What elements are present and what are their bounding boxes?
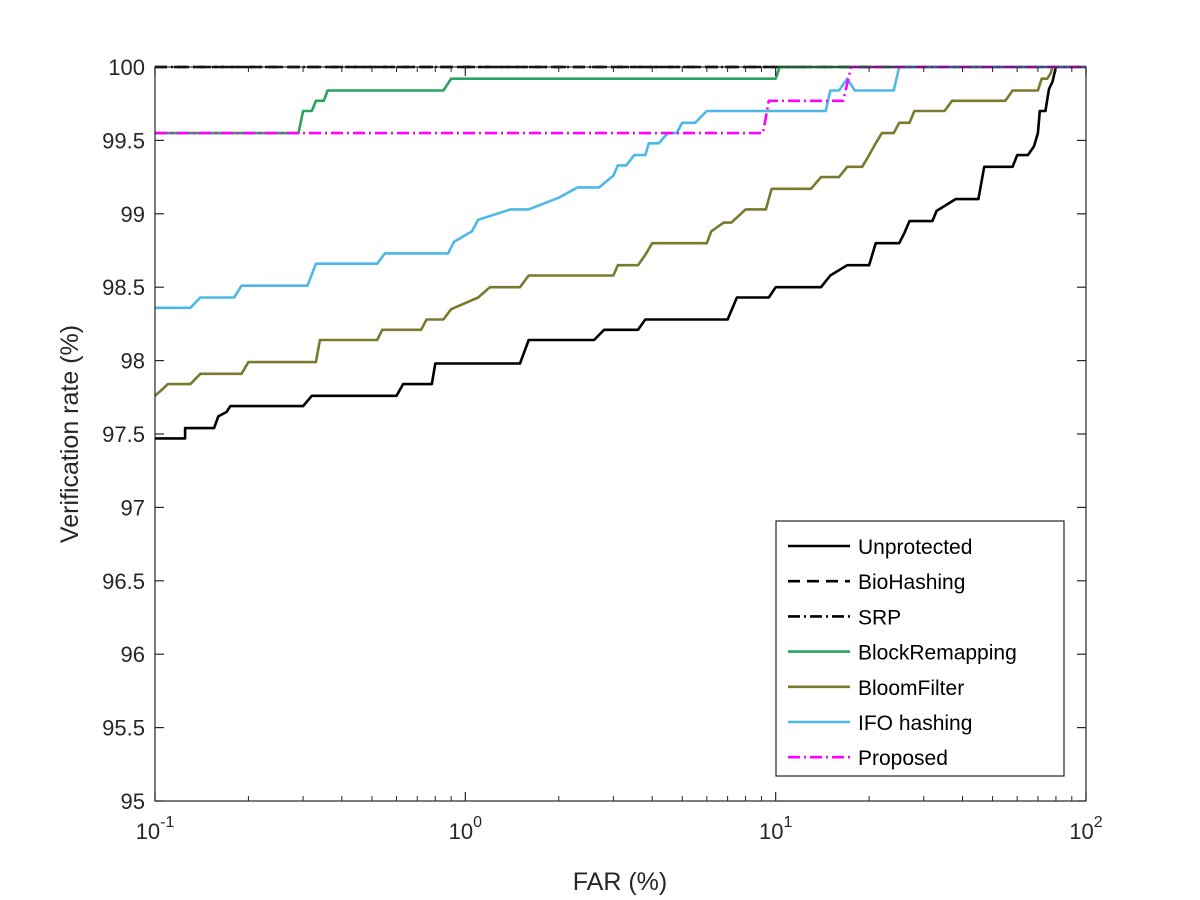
x-tick-label: 10-1: [136, 814, 175, 844]
legend: Unprotected BioHashing SRP BlockRemapping Bl…: [775, 520, 1065, 777]
y-tick-label: 99.5: [102, 128, 145, 153]
y-tick-label: 100: [108, 55, 145, 80]
y-tick-label: 95: [121, 789, 145, 814]
legend-label: BioHashing: [858, 571, 965, 594]
x-tick-label: 100: [449, 814, 482, 844]
series-line-ifo-hashing: [155, 65, 1086, 310]
series-line-proposed: [155, 65, 1086, 135]
y-tick-label: 98: [121, 349, 145, 374]
y-tick-label: 96.5: [102, 569, 145, 594]
series-line-blockremapping: [155, 65, 1086, 135]
x-tick-label: 101: [759, 814, 792, 844]
series-line-bloomfilter: [154, 65, 1086, 397]
y-tick-label: 97: [121, 495, 145, 520]
y-tick-label: 98.5: [102, 275, 145, 300]
legend-label: Proposed: [858, 747, 948, 770]
x-tick-label: 102: [1069, 814, 1102, 844]
y-tick-label: 99: [121, 202, 145, 227]
legend-label: SRP: [858, 606, 901, 629]
x-axis-label: FAR (%): [573, 868, 667, 896]
legend-label: IFO hashing: [858, 712, 972, 735]
legend-label: Unprotected: [858, 536, 972, 559]
legend-box: [775, 520, 1065, 777]
series-line-unprotected: [155, 65, 1086, 440]
y-tick-label: 95.5: [102, 716, 145, 741]
y-tick-label: 97.5: [102, 422, 145, 447]
legend-label: BlockRemapping: [858, 642, 1017, 665]
legend-label: BloomFilter: [858, 677, 964, 700]
axes-layer: 95 95.5 96 96.5 97 97.5 98 98.5 99 99.5 100 10-1 100…: [102, 55, 1103, 844]
y-axis-label: Verification rate (%): [56, 325, 84, 543]
y-tick-label: 96: [121, 642, 145, 667]
